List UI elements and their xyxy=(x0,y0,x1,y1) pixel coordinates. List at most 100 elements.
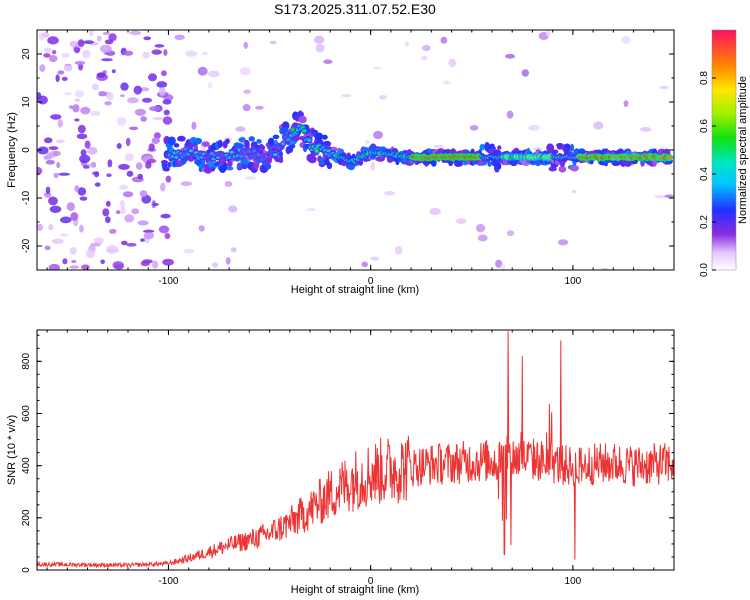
spectrogram-cell xyxy=(323,59,333,64)
spectrogram-cell xyxy=(43,192,52,198)
ridge-core xyxy=(326,149,331,153)
spectrogram-cell xyxy=(533,147,543,151)
spectrogram-cell xyxy=(51,238,64,244)
spectrogram-cell xyxy=(200,162,206,169)
spectrogram-cell xyxy=(152,260,159,269)
spectrogram-cell xyxy=(135,162,143,170)
spectrogram-cell xyxy=(140,116,147,122)
snr-axes: -100 0 100 0 200 400 600 800 xyxy=(21,330,675,587)
spectrogram-cell xyxy=(126,242,137,247)
spectrogram-cell xyxy=(42,31,50,38)
spectrogram-cell xyxy=(227,160,233,167)
spectrogram-cell xyxy=(497,163,502,170)
spectrogram-cell xyxy=(102,208,110,217)
spectrogram-cell xyxy=(139,190,148,198)
spectrogram-cell xyxy=(248,136,255,142)
y-tick-label: -20 xyxy=(21,238,32,253)
ridge-core xyxy=(302,129,307,133)
snr-panel: -100 0 100 0 200 400 600 800 xyxy=(21,329,675,587)
x-tick-label: 100 xyxy=(565,576,582,587)
spectrogram-cell xyxy=(151,49,162,55)
spectrogram-cell xyxy=(69,265,79,269)
spectrogram-cell xyxy=(448,58,457,68)
spectrogram-cell xyxy=(495,259,503,268)
spectrogram-y-label: Frequency (Hz) xyxy=(6,112,18,188)
spectrogram-cell xyxy=(90,161,97,168)
spectrogram-cell xyxy=(191,121,197,130)
spectrogram-cell xyxy=(158,225,170,234)
colorbar-gradient xyxy=(711,29,737,271)
spectrogram-cell xyxy=(98,91,107,97)
spectrogram-cell xyxy=(185,50,198,57)
spectrogram-cell xyxy=(111,69,116,74)
spectrogram-cell xyxy=(281,121,290,130)
ridge-core xyxy=(286,137,291,142)
spectrogram-cell xyxy=(370,162,376,171)
spectrogram-cell xyxy=(69,105,74,109)
spectrogram-cell xyxy=(394,245,403,255)
spectrogram-cell xyxy=(131,208,140,215)
spectrogram-cell xyxy=(55,74,60,83)
ridge-core xyxy=(252,149,257,153)
spectrogram-cell xyxy=(570,143,575,152)
spectrogram-cell xyxy=(621,35,631,44)
spectrogram-cell xyxy=(143,232,155,240)
y-tick-label: -10 xyxy=(21,190,32,205)
spectrogram-cell xyxy=(316,132,323,141)
spectrogram-cell xyxy=(433,144,445,148)
spectrogram-cell xyxy=(77,187,87,196)
spectrogram-cell xyxy=(60,216,72,224)
y-tick-label: 600 xyxy=(21,405,32,422)
colorbar-tick-label: 0.0 xyxy=(699,263,710,277)
spectrogram-cell xyxy=(326,162,333,170)
spectrogram-cell xyxy=(174,34,185,40)
snr-y-label: SNR (10 * v/v) xyxy=(6,415,18,485)
spectrogram-cell xyxy=(69,40,78,48)
spectrogram-cell xyxy=(475,224,486,233)
spectrogram-cell xyxy=(534,158,542,167)
spectrogram-cell xyxy=(148,143,155,151)
spectrogram-cell xyxy=(104,101,112,106)
spectrogram-cell xyxy=(507,230,515,237)
spectrogram-cell xyxy=(101,58,113,62)
spectrogram-cell xyxy=(105,200,111,207)
spectrogram-cell xyxy=(43,53,51,58)
spectrogram-cell xyxy=(91,83,99,91)
spectrogram-cell xyxy=(97,35,102,42)
spectrogram-cell xyxy=(194,137,202,145)
spectrogram-cell xyxy=(443,80,451,85)
spectrogram-cell xyxy=(198,167,203,173)
colorbar: 0.0 0.2 0.4 0.6 0.8 Normalized spectral ampl… xyxy=(699,29,749,277)
spectrogram-cell xyxy=(57,70,65,75)
spectrogram-cell xyxy=(546,143,555,153)
spectrogram-cell xyxy=(242,104,251,112)
ridge-core xyxy=(229,150,234,154)
spectrogram-cell xyxy=(126,170,134,177)
spectrogram-cell xyxy=(161,70,167,77)
x-tick-label: 0 xyxy=(368,576,374,587)
spectrogram-cell xyxy=(50,114,62,120)
spectrogram-cell xyxy=(283,126,289,134)
spectrogram-cell xyxy=(477,234,488,242)
spectrogram-cell xyxy=(165,175,172,183)
spectrogram-cell xyxy=(235,126,246,132)
spectrogram-cell xyxy=(210,167,216,172)
spectrogram-cell xyxy=(70,212,79,221)
spectrogram-cell xyxy=(86,249,95,259)
ridge-core xyxy=(185,152,191,156)
spectrogram-cell xyxy=(66,202,75,212)
spectrogram-cell xyxy=(69,247,77,255)
spectrogram-cell xyxy=(74,98,81,102)
spectrogram-cell xyxy=(600,267,609,270)
spectrogram-cell xyxy=(143,229,155,233)
spectrogram-cell xyxy=(120,94,125,98)
spectrogram-cell xyxy=(80,106,91,115)
spectrogram-cell xyxy=(306,208,316,212)
spectrogram-cell xyxy=(106,92,114,101)
spectrogram-cell xyxy=(201,141,210,147)
spectrogram-cell xyxy=(44,47,52,53)
spectrogram-cell xyxy=(120,82,129,91)
spectrogram-cell xyxy=(48,224,54,231)
spectrogram-cell xyxy=(167,136,176,146)
spectrogram-cell xyxy=(154,44,165,48)
